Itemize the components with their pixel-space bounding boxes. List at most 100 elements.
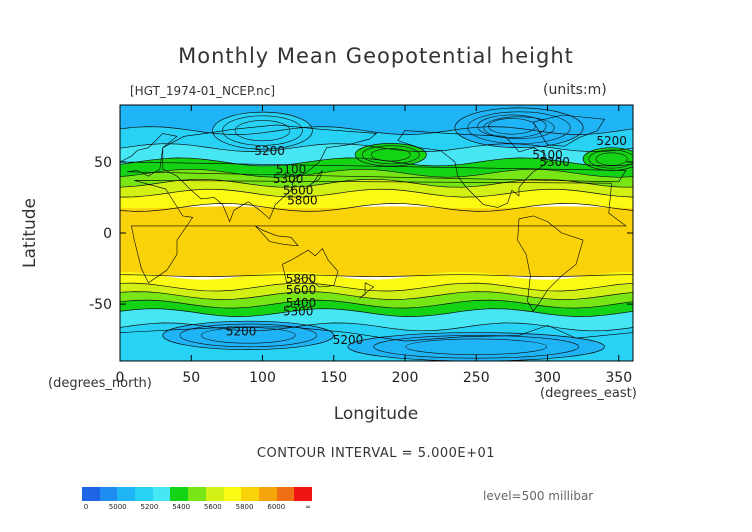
y-tick-label: -50 [89,297,112,313]
x-tick-label: 350 [605,370,632,386]
color-legend [82,487,312,501]
contour-ring [477,114,547,139]
contour-band [120,189,633,212]
x-tick-label: 150 [320,370,347,386]
contour-ring [588,149,633,169]
contour-interval-label: CONTOUR INTERVAL = 5.000E+01 [256,446,496,461]
legend-swatch [223,487,242,501]
contour-band [120,157,633,178]
legend-label: 5200 [140,503,159,511]
x-tick-label: 250 [463,370,490,386]
contour-line [120,126,633,135]
contour-line [120,291,633,300]
x-axis-label: Longitude [333,404,419,424]
contour-line [120,282,633,292]
legend-swatch [188,487,206,501]
coastline [120,133,627,183]
legend-swatch [170,487,189,501]
chart-title: Monthly Mean Geopotential height [178,44,574,68]
coastline [359,282,375,299]
contour-line [120,178,633,188]
contour-ring [234,120,291,142]
contour-label: 5200 [596,134,627,148]
legend-label: 5600 [203,503,222,511]
legend-swatch [117,487,136,501]
axis-ticks: 0 50 100 150 200 250 300 350 50 0 -50 [89,105,633,386]
contour-ring [483,116,555,140]
contour-line [120,168,633,178]
contour-ring [405,338,548,355]
legend-swatch [152,487,171,501]
contour-line [120,203,633,212]
contour-band [120,300,633,317]
coastline [120,325,633,342]
legend-swatch [135,487,153,501]
coastline [282,248,339,288]
coastline [532,114,606,147]
contour-label: 5100 [276,162,307,176]
legend-swatch [241,487,259,501]
legend-swatch [82,487,100,501]
legend-swatch [99,487,118,501]
y-tick-label: 50 [94,155,112,171]
contour-ring [467,111,571,144]
contour-label: 5300 [273,172,304,186]
x-tick-label: 100 [249,370,276,386]
north-pacific-low [212,111,313,150]
contour-ring [179,323,317,348]
x-tick-label: 0 [116,370,125,386]
level-label: level=500 millibar [483,489,594,503]
contour-ring [488,118,536,135]
legend-label: 0 [83,503,89,511]
coastline [517,215,584,312]
contour-label: 5600 [283,184,314,198]
coastline-layer [120,114,633,342]
contour-band [120,271,633,291]
contour-line [120,299,633,309]
coastline [397,130,548,208]
contour-ring [361,145,420,165]
contour-label: 5800 [287,194,318,208]
legend-label: 5400 [172,503,191,511]
contour-label: 5200 [254,144,285,158]
contour-label: 5600 [286,283,317,297]
contour-band [120,291,633,309]
contour-line [120,188,633,198]
contour-line [120,157,633,167]
legend-label: 5000 [108,503,127,511]
legend-label: ∞ [305,503,311,511]
legend-swatch [294,487,312,501]
contour-label: 5100 [532,148,563,162]
file-label: [HGT_1974-01_NCEP.nc] [130,84,276,98]
contour-ring [200,327,296,344]
contour-label: 5800 [286,272,317,286]
legend-label: 6000 [267,503,286,511]
contour-label: 5300 [283,304,314,318]
legend-swatch [258,487,277,501]
contour-band [120,283,633,300]
contour-label: 5200 [226,324,257,338]
coastline [131,180,627,284]
coastline [305,170,323,190]
contour-band [120,206,633,277]
contour-line [120,322,633,332]
contour-label: 5300 [539,155,570,169]
contour-label: 5200 [333,333,364,347]
x-tick-label: 200 [392,370,419,386]
color-legend-labels: 0 5000 5200 5400 5600 5800 6000 ∞ [82,503,312,513]
y-tick-label: 0 [103,226,112,242]
x-axis-units: (degrees_east) [540,386,637,401]
legend-swatch [205,487,224,501]
contour-band [120,179,633,198]
contour-ring [370,148,411,162]
contour-line [120,308,633,317]
x-tick-label: 300 [534,370,561,386]
legend-label: 5800 [235,503,254,511]
legend-swatch [276,487,295,501]
contour-line-layer [120,111,633,359]
x-tick-label: 50 [182,370,200,386]
contour-ring [595,152,628,166]
contour-line [120,274,633,278]
coastline [255,225,299,247]
